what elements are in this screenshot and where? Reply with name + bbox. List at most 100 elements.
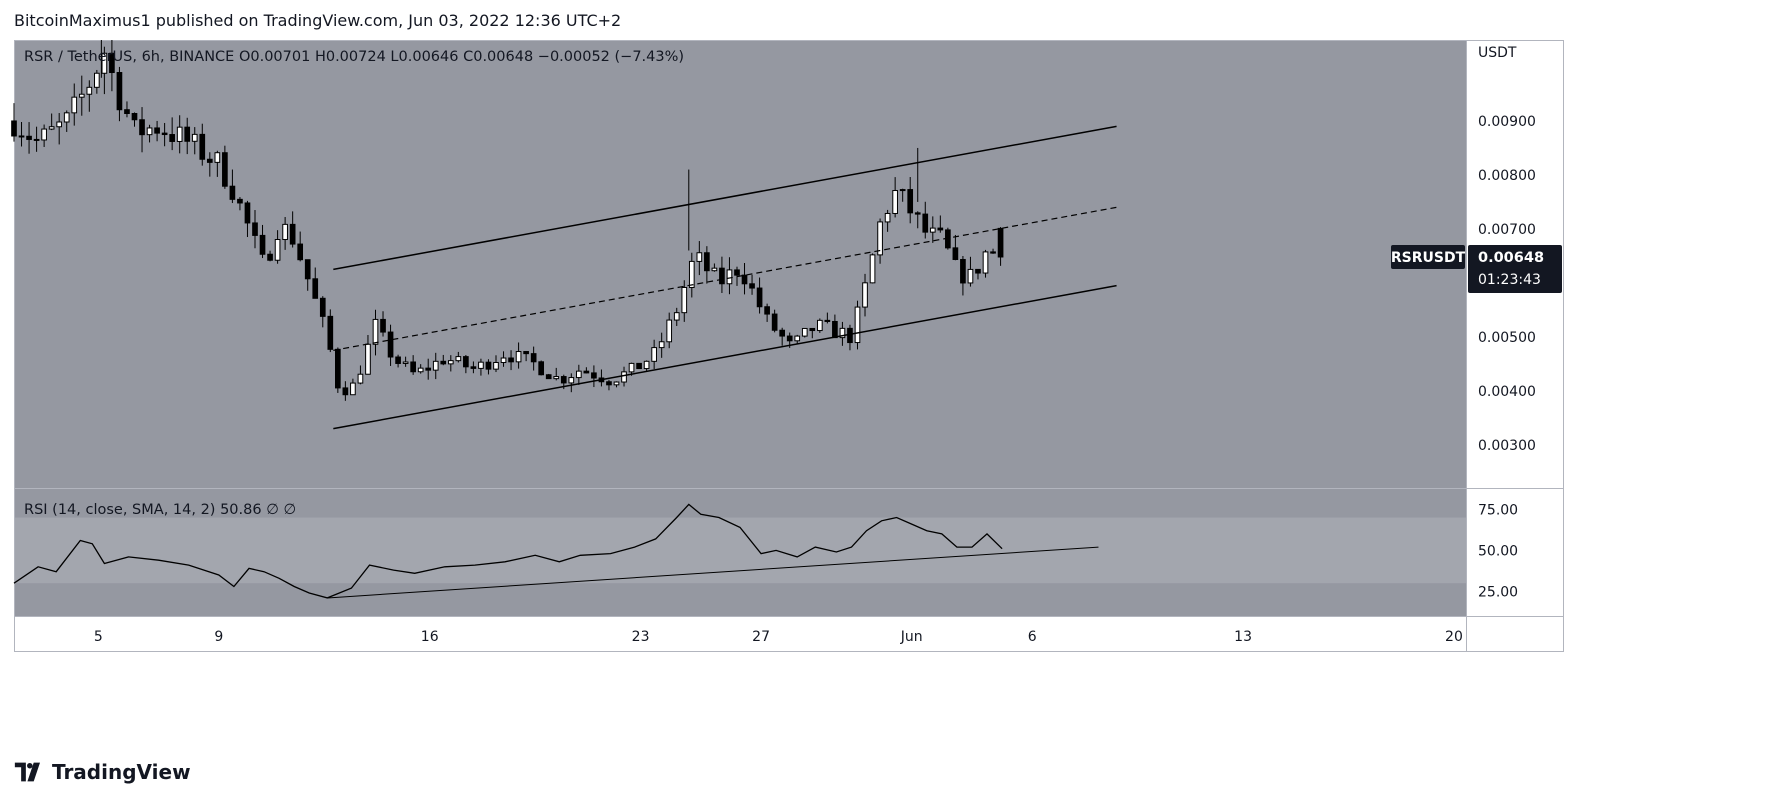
- candle-down: [809, 327, 816, 332]
- candle-up: [365, 343, 371, 375]
- candle-up: [71, 96, 78, 114]
- candle-down: [463, 356, 469, 368]
- candle-down: [154, 127, 160, 134]
- candle-up: [274, 239, 281, 261]
- candle-up: [711, 267, 718, 272]
- symbol-tag-label: RSRUSDT: [1391, 250, 1466, 266]
- candle-up: [816, 319, 823, 332]
- time-axis-bg[interactable]: [14, 616, 1466, 652]
- candle-down: [33, 138, 40, 141]
- candle-up: [63, 112, 70, 123]
- candle-down: [342, 387, 349, 396]
- candle-up: [666, 319, 673, 343]
- price-channel: [333, 125, 1117, 430]
- candlestick-series: [11, 40, 1004, 401]
- candle-up: [48, 126, 55, 130]
- bar-countdown: 01:23:43: [1478, 272, 1541, 288]
- candle-down: [914, 212, 921, 215]
- channel-lower-line[interactable]: [333, 284, 1117, 430]
- candle-up: [402, 361, 409, 364]
- last-price-value: 0.00648: [1478, 250, 1544, 266]
- legend-close-label: C: [463, 49, 473, 65]
- price-tick-label: 0.00800: [1478, 168, 1536, 184]
- candle-up: [350, 382, 356, 396]
- candle-up: [929, 227, 936, 233]
- candle-up: [176, 126, 183, 142]
- chart-canvas[interactable]: USDT 0.00900 0.00800 0.00700 0.00500 0.00400 0…: [0, 40, 1791, 746]
- time-tick-label: 20: [1445, 629, 1463, 645]
- candle-down: [719, 267, 725, 285]
- candle-down: [937, 227, 944, 231]
- candle-down: [237, 198, 243, 204]
- chart-frame[interactable]: USDT 0.00900 0.00800 0.00700 0.00500 0.00400 0…: [0, 40, 1791, 746]
- rsi-line: [13, 503, 1003, 599]
- candle-down: [771, 313, 778, 331]
- candle-down: [560, 376, 567, 384]
- candle-up: [447, 360, 454, 365]
- candle-up: [877, 221, 883, 256]
- candle-up: [478, 361, 484, 369]
- price-axis-bg[interactable]: [1466, 40, 1564, 616]
- candle-down: [425, 367, 432, 371]
- legend-symbol: RSR / TetherUS, 6h, BINANCE: [24, 49, 239, 65]
- candle-down: [756, 287, 763, 308]
- candle-down: [606, 381, 612, 386]
- candle-down: [704, 252, 710, 272]
- price-pane[interactable]: [14, 40, 1466, 488]
- candle-down: [139, 119, 145, 136]
- rsi-legend-value: 50.86: [220, 502, 266, 518]
- price-tick-label: 0.00900: [1478, 114, 1536, 130]
- candle-up: [892, 190, 898, 214]
- candle-down: [169, 134, 175, 142]
- candle-down: [116, 72, 123, 111]
- candle-down: [380, 318, 386, 333]
- candle-down: [952, 247, 959, 260]
- candle-down: [312, 278, 319, 299]
- candle-down: [523, 351, 529, 355]
- candle-up: [455, 356, 462, 362]
- candle-up: [41, 128, 47, 141]
- candle-up: [432, 360, 439, 371]
- candle-up: [493, 361, 499, 370]
- candle-up: [696, 252, 703, 262]
- candle-up: [191, 133, 198, 142]
- candle-down: [199, 133, 206, 160]
- candle-down: [289, 223, 296, 245]
- channel-middle-line[interactable]: [333, 206, 1117, 351]
- candle-down: [304, 259, 311, 280]
- candle-up: [688, 260, 695, 288]
- candle-up: [372, 318, 379, 345]
- rsi-tick-label: 25.00: [1478, 584, 1518, 600]
- candle-down: [26, 135, 32, 140]
- candle-up: [839, 327, 846, 339]
- rsi-legend-extra: ∅ ∅: [266, 502, 296, 518]
- candle-up: [967, 268, 974, 284]
- candle-up: [628, 362, 635, 373]
- candle-up: [146, 127, 153, 136]
- price-legend: RSR / TetherUS, 6h, BINANCE O0.00701 H0.…: [24, 49, 684, 65]
- candle-up: [515, 351, 522, 363]
- time-tick-label: 27: [752, 629, 770, 645]
- candle-down: [779, 329, 786, 337]
- rsi-series: [13, 503, 1099, 599]
- channel-upper-line[interactable]: [333, 125, 1117, 271]
- chart-panes: [14, 40, 1564, 652]
- candle-up: [357, 373, 364, 384]
- candle-down: [387, 331, 394, 358]
- price-axis-currency: USDT: [1478, 45, 1517, 61]
- time-tick-label: Jun: [900, 629, 923, 645]
- candle-down: [990, 251, 996, 254]
- legend-low: 0.00646: [399, 49, 464, 65]
- price-tick-label: 0.00300: [1478, 438, 1536, 454]
- candle-up: [575, 370, 582, 379]
- price-tick-label: 0.00400: [1478, 384, 1536, 400]
- candle-down: [470, 366, 477, 369]
- candle-down: [538, 361, 545, 376]
- rsi-trendline[interactable]: [327, 546, 1099, 599]
- candle-up: [500, 357, 507, 363]
- candle-down: [591, 372, 597, 379]
- candle-down: [508, 357, 514, 363]
- candle-down: [206, 158, 213, 163]
- candle-down: [636, 362, 642, 370]
- candle-up: [56, 121, 63, 128]
